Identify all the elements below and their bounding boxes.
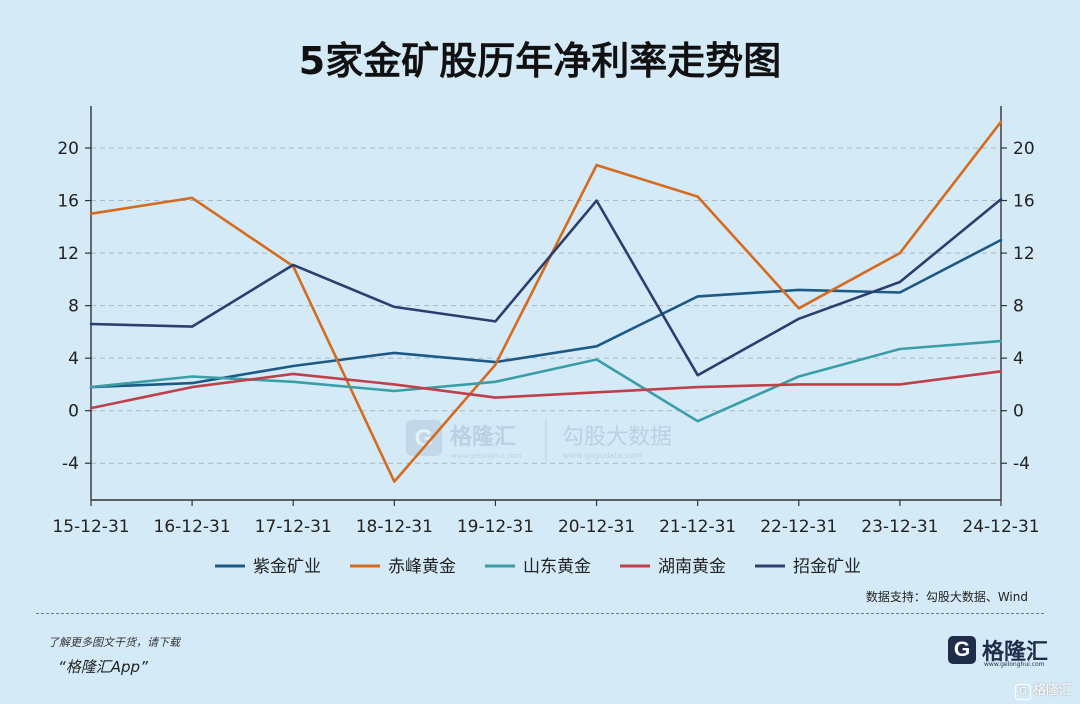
x-tick-label: 23-12-31 <box>861 517 938 537</box>
series-line-2 <box>89 120 1003 483</box>
watermark: G 格隆汇 www.gelonghui.com 勾股大数据 www.goguda… <box>406 418 672 462</box>
y-tick-label-right: 0 <box>1013 402 1024 422</box>
x-tick-label: 16-12-31 <box>154 517 231 537</box>
legend-label-3: 山东黄金 <box>523 557 591 577</box>
brand-logo: G 格隆汇 www.gelonghui.com <box>948 634 1052 668</box>
corner-g-icon: G <box>1014 684 1031 700</box>
y-tick-label-right: 4 <box>1013 349 1024 369</box>
x-tick-label: 17-12-31 <box>255 517 332 537</box>
series-line-4 <box>89 369 1003 410</box>
line-chart: G 格隆汇 www.gelonghui.com 勾股大数据 www.goguda… <box>52 106 1040 577</box>
y-tick-label-left: 20 <box>57 139 79 159</box>
y-tick-label-left: -4 <box>62 454 79 474</box>
corner-watermark: G 格隆汇 <box>1014 679 1072 700</box>
y-tick-label-left: 4 <box>68 349 79 369</box>
watermark-logo-icon <box>406 420 442 456</box>
series-line-1 <box>89 238 1003 389</box>
x-tick-label: 22-12-31 <box>760 517 837 537</box>
y-tick-label-left: 8 <box>68 297 79 317</box>
corner-mark-text: 格隆汇 <box>1032 683 1072 698</box>
y-tick-label-left: 0 <box>68 402 79 422</box>
legend-label-1: 紫金矿业 <box>253 557 321 577</box>
watermark-left-url: www.gelonghui.com <box>451 452 522 460</box>
y-tick-label-right: 8 <box>1013 297 1024 317</box>
chart-title: 5家金矿股历年净利率走势图 <box>298 39 782 83</box>
brand-url: www.gelonghui.com <box>984 661 1045 668</box>
divider <box>36 613 1044 614</box>
x-tick-label: 21-12-31 <box>659 517 736 537</box>
x-tick-label: 24-12-31 <box>962 517 1039 537</box>
promo-text: 了解更多图文干货，请下载 <box>48 636 180 649</box>
legend-label-5: 招金矿业 <box>793 557 861 577</box>
y-tick-label-left: 16 <box>57 192 79 212</box>
legend-label-2: 赤峰黄金 <box>388 557 456 577</box>
data-source: 数据支持：勾股大数据、Wind <box>865 590 1028 604</box>
watermark-right-name: 勾股大数据 <box>562 425 672 450</box>
watermark-right-url: www.gogudata.com <box>563 451 642 460</box>
brand-g-icon: G <box>948 636 976 664</box>
y-tick-label-right: 20 <box>1013 139 1035 159</box>
x-tick-label: 18-12-31 <box>356 517 433 537</box>
brand-name: 格隆汇 <box>982 640 1049 665</box>
x-tick-label: 15-12-31 <box>52 517 129 537</box>
watermark-left-name: 格隆汇 <box>450 424 516 450</box>
y-tick-label-right: 12 <box>1013 244 1035 264</box>
y-tick-label-right: 16 <box>1013 192 1035 212</box>
x-tick-label: 20-12-31 <box>558 517 635 537</box>
series-line-5 <box>89 197 1003 377</box>
y-tick-label-left: 12 <box>57 244 79 264</box>
promo-app-name: “格隆汇App” <box>58 658 148 676</box>
x-tick-label: 19-12-31 <box>457 517 534 537</box>
y-tick-label-right: -4 <box>1013 454 1030 474</box>
legend-label-4: 湖南黄金 <box>658 557 726 577</box>
svg-text:G: G <box>415 425 434 452</box>
series-line-3 <box>89 339 1003 423</box>
